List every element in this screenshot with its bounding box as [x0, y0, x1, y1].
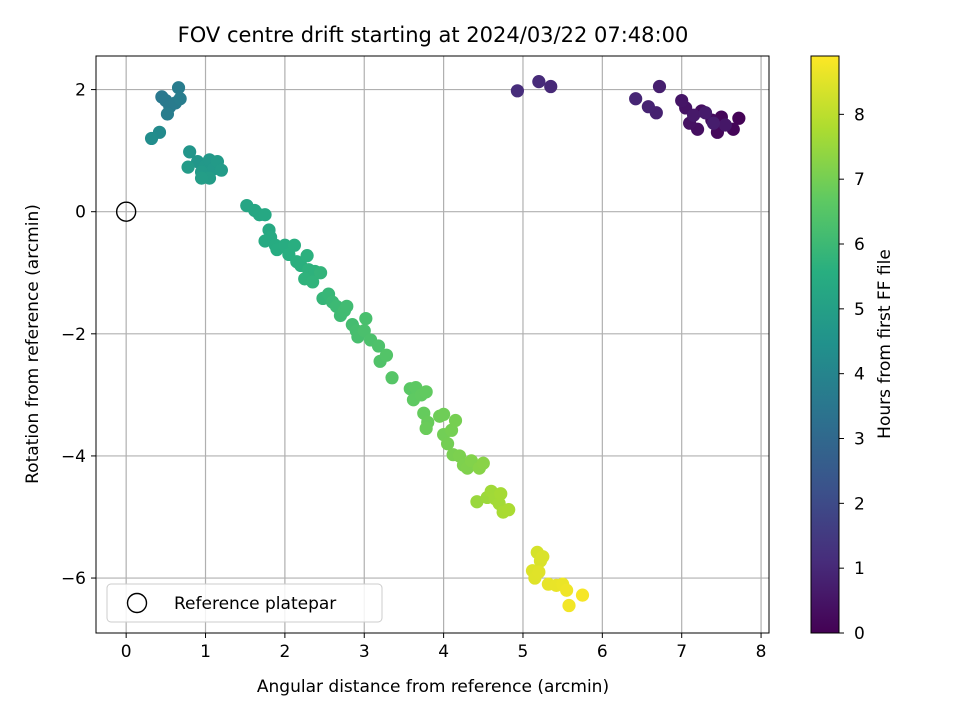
data-point: [371, 339, 386, 353]
data-point: [419, 385, 433, 399]
x-tick-label: 6: [597, 642, 608, 662]
y-tick-label: 0: [75, 203, 86, 223]
data-point: [544, 79, 558, 94]
data-point: [476, 456, 490, 470]
colorbar-ticks: 0 1 2 3 4 5 6 7 8: [839, 105, 865, 644]
data-point: [718, 118, 732, 132]
chart-title: FOV centre drift starting at 2024/03/22 …: [178, 23, 689, 47]
colorbar-tick-label: 7: [854, 170, 865, 190]
data-point: [437, 407, 451, 422]
colorbar-tick-label: 2: [854, 494, 865, 514]
colorbar-tick-label: 3: [854, 430, 865, 450]
data-point: [560, 583, 574, 597]
data-point: [258, 208, 272, 222]
colorbar-label: Hours from first FF file: [875, 249, 895, 439]
data-point: [687, 108, 701, 122]
x-tick-label: 8: [756, 642, 767, 662]
legend-marker-icon: [126, 592, 148, 614]
data-point: [258, 234, 272, 248]
data-point: [300, 249, 314, 263]
x-tick-label: 5: [518, 642, 529, 662]
legend-entry: Reference platepar: [174, 594, 336, 614]
x-ticks: 0 1 2 3 4 5 6 7 8: [121, 633, 767, 662]
data-point: [181, 160, 195, 174]
data-point: [536, 550, 550, 564]
x-tick-label: 1: [200, 642, 211, 662]
data-point: [379, 348, 394, 362]
y-axis-label: Rotation from reference (arcmin): [23, 204, 43, 484]
y-tick-label: −6: [61, 569, 86, 589]
colorbar: 0 1 2 3 4 5 6 7 8 Hours from first FF file: [810, 55, 895, 644]
data-point: [214, 163, 228, 177]
colorbar-tick-label: 5: [854, 300, 865, 320]
data-point: [629, 92, 643, 106]
data-point: [502, 503, 516, 517]
colorbar-tick-label: 8: [854, 105, 865, 125]
data-point: [494, 487, 508, 501]
data-point: [652, 79, 667, 94]
data-point: [440, 437, 455, 451]
colorbar-tick-label: 4: [854, 365, 865, 385]
y-tick-label: −2: [61, 325, 86, 345]
data-point: [144, 131, 159, 146]
data-point: [698, 106, 713, 120]
colorbar-tick-label: 0: [854, 624, 865, 644]
data-point: [641, 100, 655, 114]
axes: [95, 55, 770, 634]
x-tick-label: 0: [121, 642, 132, 662]
data-point: [385, 371, 399, 385]
data-point: [470, 495, 484, 509]
grid-lines: [96, 56, 769, 633]
data-point: [313, 266, 328, 280]
data-point: [160, 107, 175, 121]
data-point: [359, 311, 373, 326]
colorbar-tick-label: 1: [854, 559, 865, 579]
data-point: [194, 171, 209, 185]
x-axis-label: Angular distance from reference (arcmin): [257, 677, 609, 697]
data-point: [562, 598, 576, 613]
data-point: [173, 92, 187, 106]
colorbar-gradient: [810, 55, 840, 634]
data-points: [115, 75, 746, 613]
legend: Reference platepar: [106, 583, 383, 623]
colorbar-tick-label: 6: [854, 235, 865, 255]
reference-point-marker: [115, 201, 137, 222]
data-point: [532, 75, 546, 89]
legend-box: [106, 583, 383, 623]
y-tick-label: −4: [61, 447, 86, 467]
data-point: [575, 588, 590, 602]
plot-frame: [95, 55, 770, 634]
data-point: [532, 565, 546, 579]
data-point: [183, 145, 197, 159]
data-point: [357, 324, 371, 338]
data-point: [510, 84, 525, 98]
x-tick-label: 7: [676, 642, 687, 662]
data-point: [419, 421, 433, 436]
x-tick-label: 4: [438, 642, 449, 662]
data-point: [675, 93, 689, 108]
x-tick-label: 3: [359, 642, 370, 662]
data-point: [732, 111, 746, 125]
data-point: [448, 413, 463, 428]
data-point: [287, 238, 302, 252]
y-tick-label: 2: [75, 81, 86, 101]
data-point: [171, 81, 186, 95]
data-point: [706, 116, 721, 130]
data-point: [340, 299, 354, 313]
data-point: [306, 275, 320, 289]
x-tick-label: 2: [279, 642, 290, 662]
y-ticks: 2 0 −2 −4 −6: [61, 81, 96, 589]
